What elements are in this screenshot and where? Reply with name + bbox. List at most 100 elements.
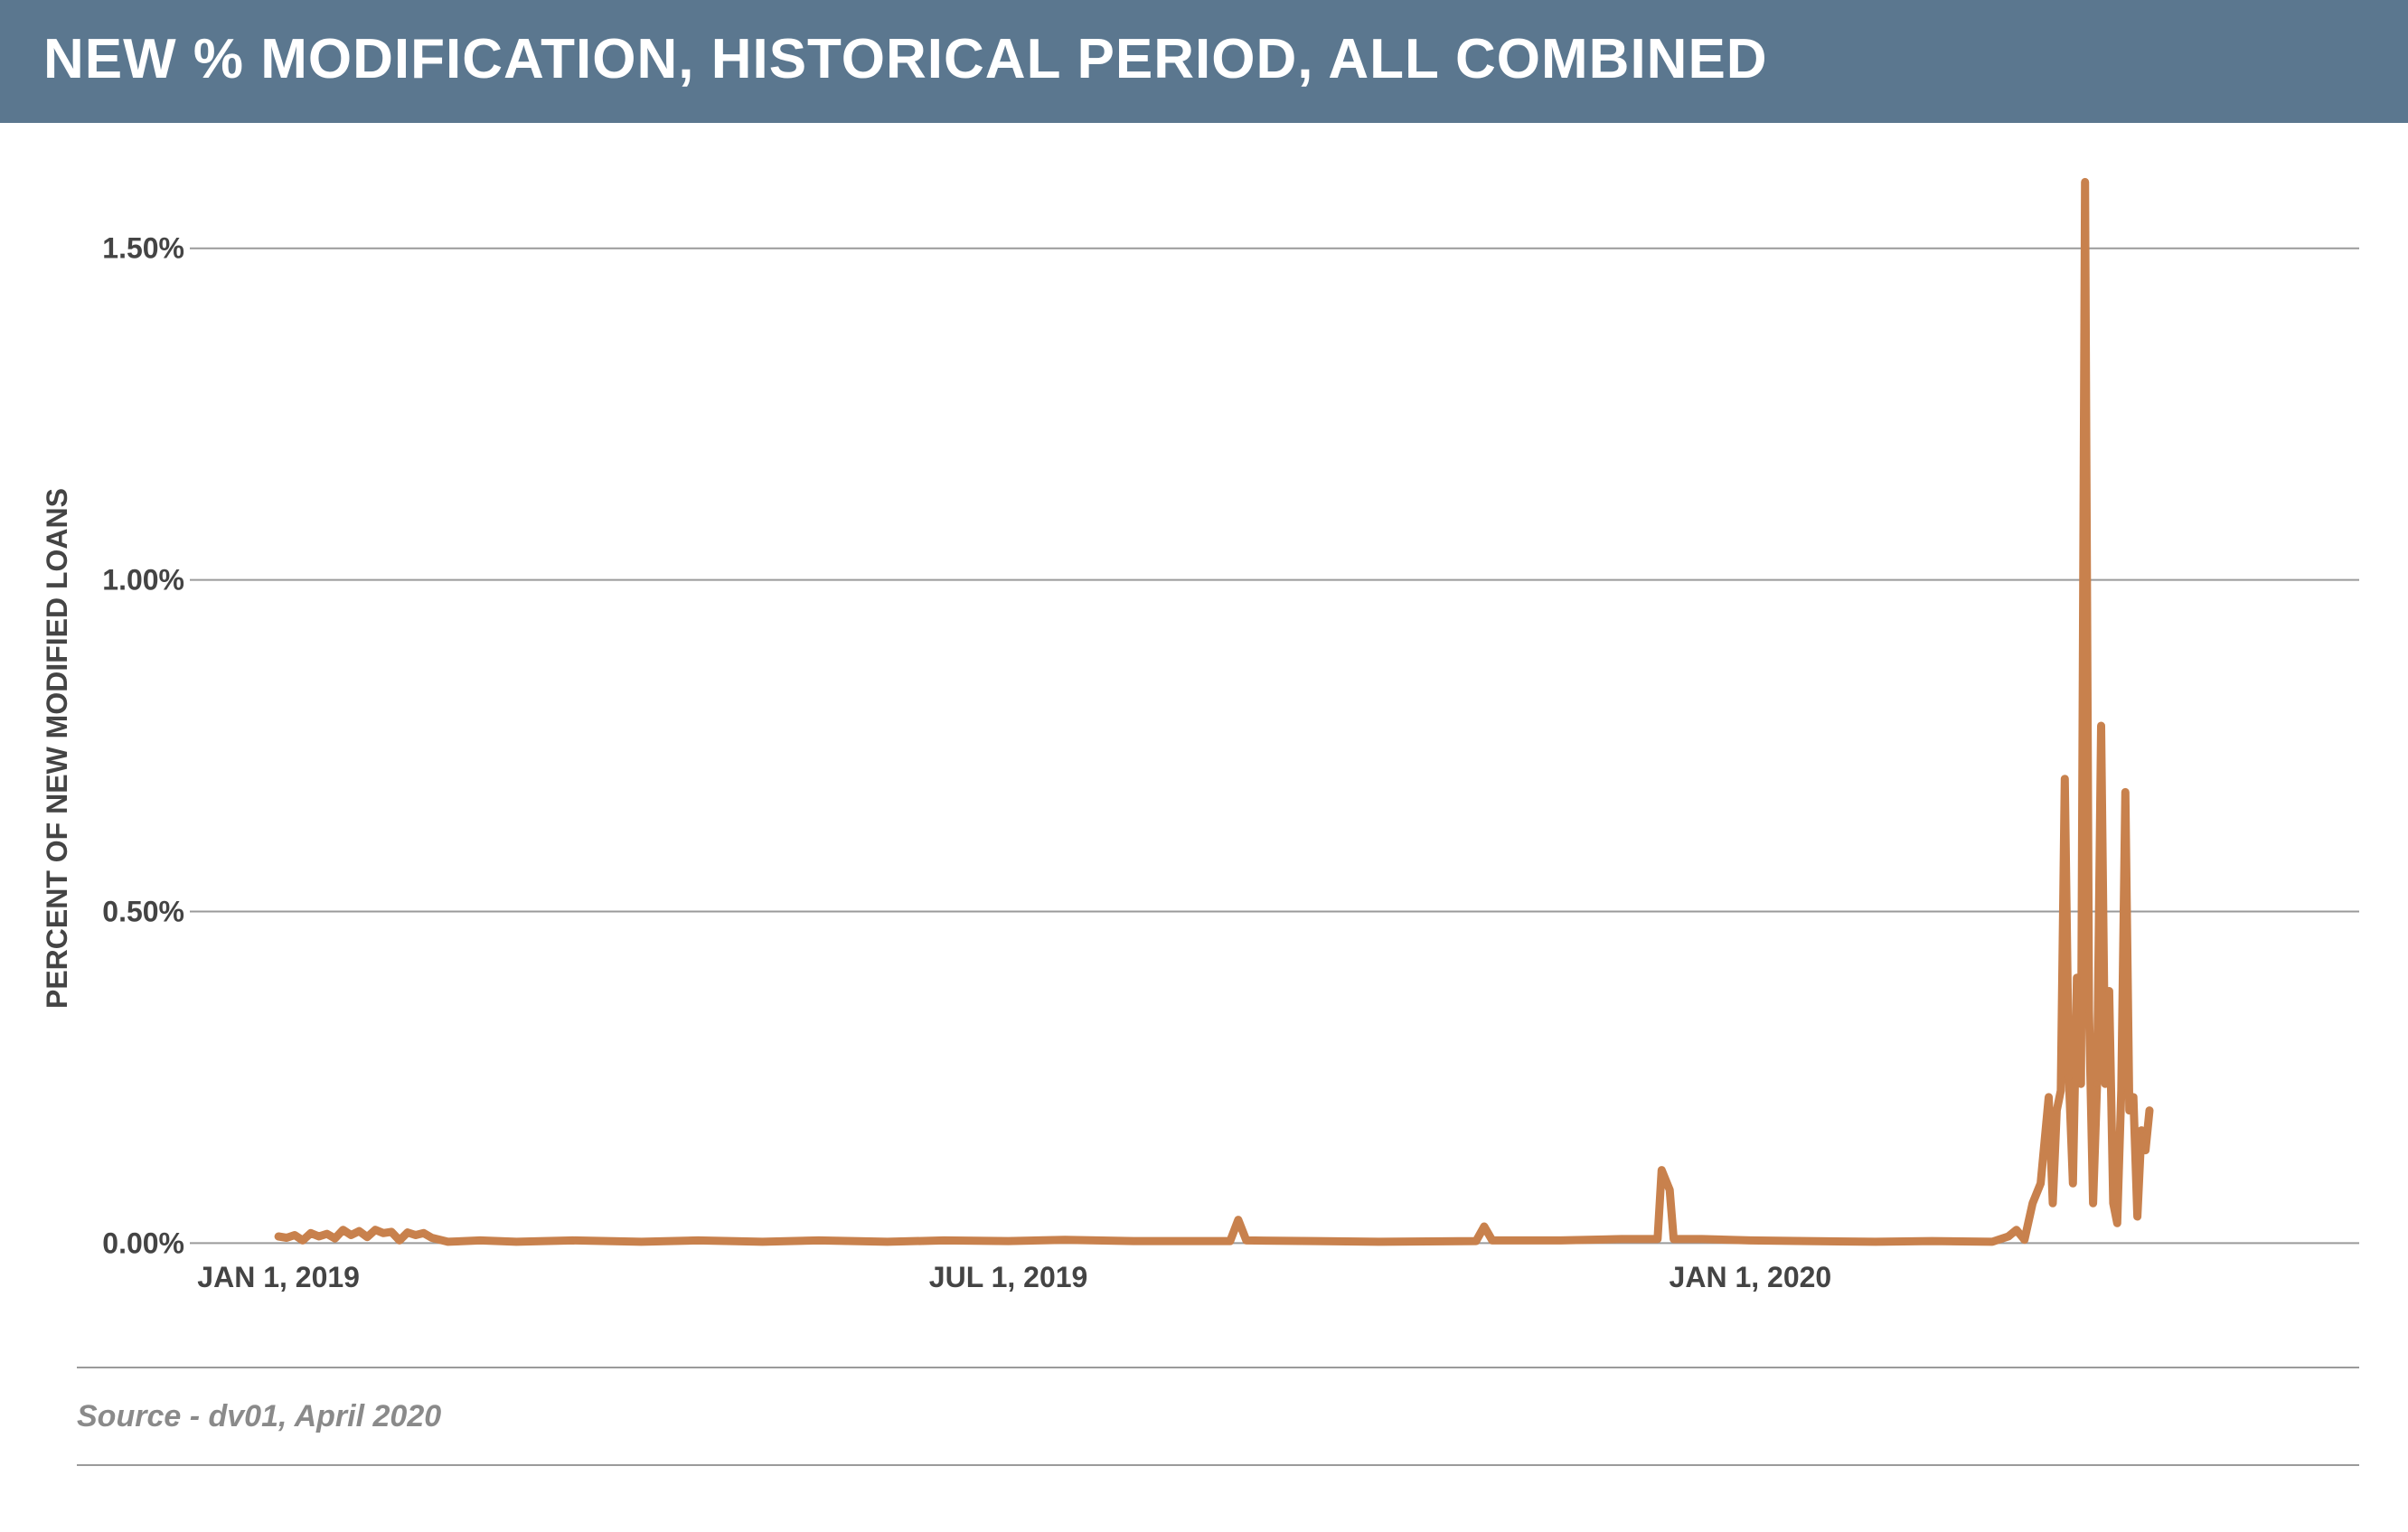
data-point — [1242, 1236, 1250, 1245]
data-point — [1698, 1235, 1706, 1243]
y-tick-label: 0.00% — [102, 1227, 184, 1259]
data-point — [1653, 1235, 1661, 1243]
data-point — [1617, 1235, 1625, 1243]
data-point — [1557, 1236, 1565, 1245]
data-point — [2061, 775, 2069, 783]
data-point — [331, 1235, 339, 1243]
data-point — [2012, 1226, 2020, 1234]
footer-divider-bottom — [77, 1464, 2359, 1466]
data-point — [298, 1236, 306, 1245]
data-point — [513, 1237, 521, 1245]
data-point — [444, 1237, 452, 1245]
data-point — [355, 1227, 363, 1236]
data-point — [1871, 1237, 1879, 1245]
data-point — [1989, 1237, 1997, 1245]
data-point — [2138, 1126, 2146, 1134]
y-tick-label: 0.50% — [102, 895, 184, 927]
data-point — [814, 1236, 823, 1245]
data-point — [2085, 1007, 2093, 1015]
data-point — [283, 1234, 291, 1242]
data-point — [2102, 1080, 2109, 1088]
data-point — [1666, 1186, 1674, 1194]
data-point — [1376, 1237, 1383, 1245]
footer-divider-top — [77, 1367, 2359, 1368]
data-point — [2069, 1180, 2077, 1188]
data-point — [2109, 1199, 2117, 1208]
header-bar: NEW % MODIFICATION, HISTORICAL PERIOD, A… — [0, 0, 2408, 123]
data-point — [2020, 1236, 2028, 1244]
data-point — [347, 1231, 355, 1239]
data-point — [396, 1236, 403, 1245]
data-point — [2089, 1199, 2097, 1208]
series-layer — [274, 177, 2154, 1246]
data-point — [372, 1226, 380, 1234]
data-point — [306, 1229, 315, 1237]
x-tick-label: JAN 1, 2020 — [1670, 1261, 1832, 1293]
data-point — [1488, 1236, 1496, 1245]
data-point — [637, 1237, 645, 1245]
data-point — [2121, 788, 2130, 796]
data-point — [758, 1237, 767, 1245]
data-point — [2141, 1146, 2149, 1154]
data-point — [2105, 987, 2113, 995]
data-point — [388, 1227, 395, 1236]
data-point — [2097, 722, 2105, 729]
data-point — [1670, 1235, 1678, 1243]
data-point — [940, 1236, 948, 1245]
data-point — [1226, 1237, 1234, 1245]
data-point — [1802, 1237, 1811, 1245]
data-point — [2028, 1199, 2036, 1208]
data-point — [1472, 1237, 1480, 1245]
data-point — [2045, 1093, 2053, 1101]
data-point — [2146, 1106, 2153, 1114]
data-point — [2065, 1073, 2073, 1081]
data-point — [2093, 1080, 2101, 1088]
data-point — [339, 1226, 347, 1234]
data-point — [275, 1233, 283, 1240]
data-point — [428, 1234, 436, 1242]
data-point — [569, 1236, 577, 1245]
data-point — [2117, 1086, 2125, 1095]
data-point — [1746, 1236, 1754, 1245]
data-point — [380, 1229, 388, 1237]
data-point — [403, 1228, 411, 1236]
data-point — [419, 1229, 428, 1237]
data-point — [694, 1236, 702, 1245]
data-point — [2053, 1106, 2061, 1114]
chart-title: NEW % MODIFICATION, HISTORICAL PERIOD, A… — [43, 28, 1768, 90]
data-point — [1481, 1223, 1488, 1230]
y-axis-label: PERCENT OF NEW MODIFIED LOANS — [41, 488, 73, 1009]
data-point — [2133, 1213, 2141, 1220]
y-axis-ticks: 0.00% 0.50% 1.00% 1.50% — [102, 232, 184, 1260]
data-point — [2056, 1086, 2065, 1095]
data-point — [1928, 1237, 1936, 1245]
x-tick-label: JAN 1, 2019 — [197, 1261, 360, 1293]
data-point — [2049, 1199, 2056, 1208]
data-point — [1129, 1237, 1137, 1245]
y-tick-label: 1.50% — [102, 232, 184, 265]
data-point — [2073, 973, 2081, 982]
data-point — [2004, 1233, 2012, 1240]
data-point — [323, 1230, 331, 1238]
data-point — [1311, 1237, 1319, 1245]
y-tick-label: 1.00% — [102, 564, 184, 597]
data-point — [2113, 1219, 2121, 1227]
data-point — [2125, 1106, 2133, 1114]
x-axis-ticks: JAN 1, 2019 JUL 1, 2019 JAN 1, 2020 — [197, 1261, 1831, 1293]
data-point — [1234, 1216, 1242, 1224]
x-tick-label: JUL 1, 2019 — [929, 1261, 1088, 1293]
data-point — [1004, 1237, 1012, 1245]
data-point — [2081, 178, 2089, 186]
data-point — [476, 1236, 484, 1245]
source-note: Source - dv01, April 2020 — [77, 1399, 442, 1433]
data-point — [883, 1237, 891, 1245]
data-point — [1061, 1236, 1068, 1244]
data-point — [315, 1233, 323, 1240]
data-point — [2036, 1180, 2045, 1188]
grid-lines — [190, 247, 2359, 1245]
data-point — [363, 1233, 372, 1241]
data-point — [2077, 1080, 2085, 1088]
data-point — [1658, 1166, 1666, 1174]
series-line — [274, 177, 2154, 1246]
